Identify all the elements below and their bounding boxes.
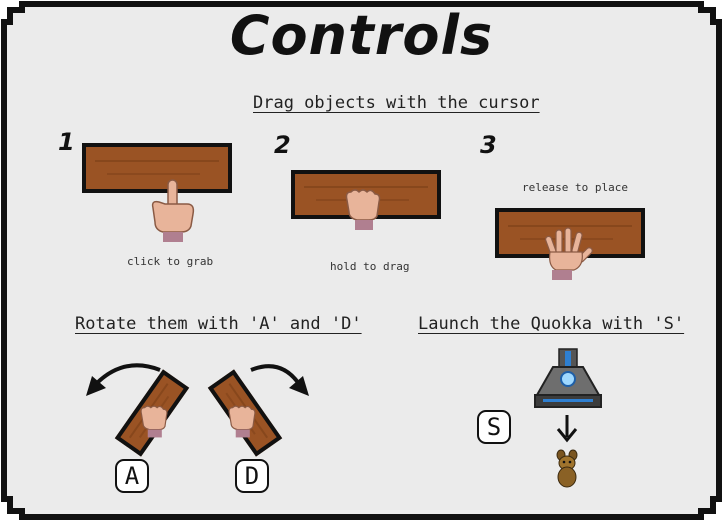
step-caption-2: hold to drag — [330, 260, 410, 273]
launch-heading: Launch the Quokka with 'S' — [418, 314, 685, 334]
pointing-hand-icon — [151, 179, 195, 242]
drag-heading: Drag objects with the cursor — [253, 93, 540, 113]
rotate-left-arrow-icon — [86, 363, 161, 396]
rotate-heading: Rotate them with 'A' and 'D' — [75, 314, 362, 334]
page-title: Controls — [229, 4, 494, 67]
key-a: A — [115, 459, 149, 493]
step-number-1: 1 — [58, 128, 75, 156]
quokka-icon — [556, 449, 578, 488]
launcher-icon — [534, 348, 602, 408]
down-arrow-icon — [556, 415, 578, 443]
grabbing-hand-icon — [140, 405, 168, 438]
key-s: S — [477, 410, 511, 444]
step-caption-1: click to grab — [127, 255, 214, 268]
step-caption-3: release to place — [522, 181, 628, 194]
wood-plank-step1 — [82, 143, 232, 193]
rotate-right-arrow-icon — [250, 364, 309, 396]
grabbing-hand-icon — [228, 405, 256, 438]
grabbing-hand-icon — [345, 189, 381, 230]
key-d: D — [235, 459, 269, 493]
open-hand-icon — [545, 227, 593, 280]
step-number-2: 2 — [274, 131, 291, 159]
step-number-3: 3 — [480, 131, 497, 159]
